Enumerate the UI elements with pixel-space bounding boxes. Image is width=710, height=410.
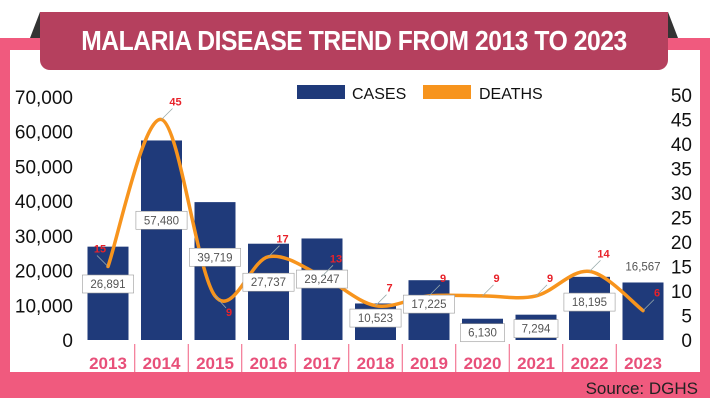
data-label-deaths: 7 [386, 283, 392, 295]
right-axis-tick: 25 [671, 209, 692, 230]
data-label-deaths: 9 [440, 273, 446, 285]
data-label-box-cases [563, 292, 616, 312]
data-label-box-cases [403, 294, 455, 314]
data-label-cases: 10,523 [358, 313, 393, 325]
leader-line-deaths [96, 255, 109, 267]
data-label-cases: 29,247 [304, 274, 339, 286]
data-label-cases: 18,195 [572, 297, 607, 309]
leader-line-deaths [642, 299, 655, 311]
leader-line-deaths [375, 294, 387, 306]
data-label-deaths: 14 [597, 248, 610, 260]
x-axis-label: 2017 [303, 354, 341, 373]
data-label-cases: 16,567 [625, 261, 660, 273]
data-label-cases: 6,130 [468, 328, 497, 340]
data-label-cases: 57,480 [144, 215, 179, 227]
leader-line-deaths [428, 284, 441, 297]
x-axis-label: 2016 [250, 354, 288, 373]
data-label-deaths: 45 [169, 97, 181, 109]
bar-cases [194, 202, 236, 340]
data-label-box-cases [135, 210, 188, 230]
x-axis-label: 2022 [571, 354, 609, 373]
data-label-box-cases [349, 308, 402, 328]
x-axis-label: 2019 [410, 354, 448, 373]
data-label-cases: 7,294 [522, 324, 551, 336]
data-label-cases: 26,891 [90, 279, 125, 291]
leader-line-deaths [589, 260, 601, 272]
source-note: Source: DGHS [585, 379, 698, 398]
bar-cases [87, 246, 129, 340]
legend-swatch-deaths [423, 85, 471, 99]
leader-line-deaths [482, 284, 494, 297]
right-axis-tick: 45 [671, 111, 692, 132]
data-label-box-cases [82, 274, 134, 294]
right-axis-tick: 35 [671, 160, 692, 181]
x-axis-label: 2013 [89, 354, 127, 373]
right-axis-tick: 5 [681, 307, 692, 328]
x-axis-label: 2014 [143, 354, 181, 373]
bar-cases [301, 238, 343, 340]
data-label-box-cases [189, 247, 241, 267]
bar-cases [141, 140, 182, 340]
left-axis-tick: 30,000 [15, 227, 73, 248]
data-label-deaths: 15 [94, 244, 106, 256]
x-axis-label: 2023 [624, 354, 662, 373]
left-axis-tick: 60,000 [15, 123, 73, 144]
leader-line-deaths [214, 295, 227, 309]
right-axis-tick: 40 [671, 135, 692, 156]
right-axis-tick: 30 [671, 184, 692, 205]
leader-line-deaths [268, 245, 280, 257]
right-axis-tick: 20 [671, 233, 692, 254]
data-label-cases: 27,737 [251, 277, 286, 289]
leader-line-deaths [161, 108, 173, 120]
data-label-cases: 17,225 [411, 299, 446, 311]
data-label-deaths: 9 [547, 273, 553, 285]
bar-cases [248, 243, 289, 340]
line-deaths [106, 117, 645, 313]
chart-title: MALARIA DISEASE TREND FROM 2013 TO 2023 [81, 25, 627, 56]
x-axis-label: 2015 [196, 354, 234, 373]
left-axis-tick: 50,000 [15, 157, 73, 178]
right-axis-tick: 10 [671, 282, 692, 303]
data-label-box-cases [242, 272, 295, 292]
legend-label-cases: CASES [352, 86, 406, 103]
data-label-deaths: 17 [276, 234, 288, 246]
data-label-box-cases [513, 319, 559, 338]
data-label-deaths: 9 [493, 273, 499, 285]
left-axis-tick: 20,000 [15, 262, 73, 283]
right-axis-tick: 15 [671, 258, 692, 279]
x-axis-label: 2021 [517, 354, 555, 373]
x-axis-label: 2020 [464, 354, 502, 373]
leader-line-deaths [321, 265, 334, 277]
data-label-cases: 39,719 [197, 252, 232, 264]
left-axis-tick: 10,000 [15, 296, 73, 317]
data-label-deaths: 9 [226, 307, 232, 319]
left-axis-tick: 40,000 [15, 192, 73, 213]
legend-label-deaths: DEATHS [479, 86, 543, 103]
right-axis-tick: 0 [681, 331, 692, 352]
leader-line-deaths [535, 284, 548, 297]
data-label-deaths: 6 [654, 288, 660, 300]
x-axis-label: 2018 [357, 354, 395, 373]
data-label-box-cases [460, 323, 505, 343]
data-label-box-cases [296, 269, 348, 289]
data-label-deaths: 13 [330, 253, 342, 265]
left-axis-tick: 0 [62, 331, 73, 352]
left-axis-tick: 70,000 [15, 88, 73, 109]
legend-swatch-cases [297, 85, 345, 99]
title-banner [30, 12, 678, 70]
right-axis-tick: 50 [671, 86, 692, 107]
